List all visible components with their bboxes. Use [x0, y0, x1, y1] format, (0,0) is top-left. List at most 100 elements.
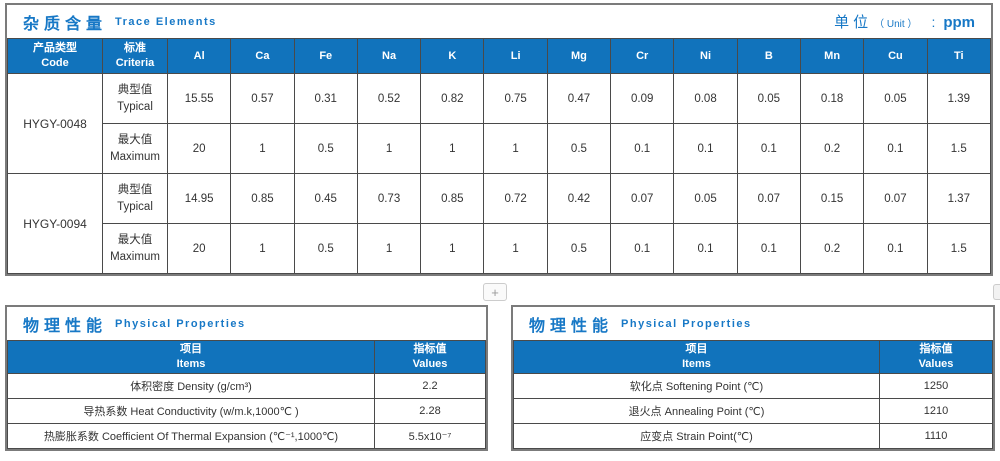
trace-header-row: 产品类型 Code 标准 Criteria Al Ca Fe Na K Li M…	[7, 38, 992, 74]
property-item: 应变点 Strain Point(℃)	[513, 423, 880, 449]
physical-properties-right-section: 物理性能 Physical Properties 项目 Items 指标值 Va…	[511, 305, 995, 451]
trace-value: 0.5	[293, 223, 358, 274]
trace-value: 0.85	[420, 173, 485, 224]
trace-value: 0.07	[610, 173, 675, 224]
col-header-element-al: Al	[166, 38, 232, 74]
col-header-items-en: Items	[682, 358, 711, 370]
trace-value: 1	[420, 223, 485, 274]
criteria-label-zh: 最大值	[117, 233, 153, 246]
add-section-button-partial[interactable]	[993, 284, 1000, 300]
col-header-element-li: Li	[483, 38, 548, 74]
trace-value: 0.31	[293, 73, 358, 124]
property-value: 2.28	[374, 398, 486, 424]
col-header-element-cu: Cu	[863, 38, 928, 74]
col-header-criteria: 标准 Criteria	[102, 38, 168, 74]
trace-value: 0.07	[736, 173, 801, 224]
col-header-items: 项目 Items	[513, 340, 880, 374]
property-item: 体积密度 Density (g/cm³)	[7, 373, 375, 399]
property-value: 1210	[879, 398, 993, 424]
physical-right-title-zh: 物理性能	[529, 317, 614, 335]
table-row: 退火点 Annealing Point (℃) 1210	[513, 398, 993, 424]
physical-right-header: 物理性能 Physical Properties	[513, 307, 993, 340]
physical-right-table: 项目 Items 指标值 Values 软化点 Softening Point …	[513, 340, 993, 449]
trace-value: 0.42	[546, 173, 612, 224]
trace-value: 15.55	[166, 73, 232, 124]
trace-value: 0.07	[863, 173, 928, 224]
physical-left-title-zh: 物理性能	[23, 317, 108, 335]
col-header-criteria-zh: 标准	[124, 41, 146, 54]
col-header-element-ti: Ti	[926, 38, 992, 74]
unit-separator: :	[931, 14, 936, 30]
criteria-label: 最大值 Maximum	[102, 223, 168, 274]
table-row: 软化点 Softening Point (℃) 1250	[513, 373, 993, 399]
col-header-element-k: K	[420, 38, 485, 74]
plus-icon: +	[491, 284, 499, 300]
trace-value: 20	[166, 123, 232, 174]
property-value: 1110	[879, 423, 993, 449]
trace-value: 0.08	[673, 73, 738, 124]
trace-section-header: 杂质含量 Trace Elements 单位 （ Unit ） : ppm	[7, 5, 991, 38]
criteria-label: 典型值 Typical	[102, 73, 168, 124]
property-item: 退火点 Annealing Point (℃)	[513, 398, 880, 424]
trace-value: 0.5	[546, 123, 612, 174]
trace-value: 0.47	[546, 73, 612, 124]
trace-elements-section: 杂质含量 Trace Elements 单位 （ Unit ） : ppm 产品…	[5, 3, 993, 276]
trace-value: 0.09	[610, 73, 675, 124]
trace-value: 0.5	[546, 223, 612, 274]
col-header-code-en: Code	[41, 57, 69, 69]
unit-label-en: （ Unit ）	[874, 19, 918, 30]
trace-value: 0.05	[863, 73, 928, 124]
trace-value: 1.37	[926, 173, 992, 224]
criteria-label: 典型值 Typical	[102, 173, 168, 224]
trace-value: 0.05	[673, 173, 738, 224]
criteria-label-en: Maximum	[110, 250, 160, 263]
col-header-code-zh: 产品类型	[33, 41, 77, 54]
criteria-label-zh: 最大值	[117, 133, 153, 146]
trace-value: 0.18	[799, 73, 865, 124]
property-value: 1250	[879, 373, 993, 399]
physical-left-header-row: 项目 Items 指标值 Values	[7, 340, 486, 374]
unit-value: ppm	[943, 14, 975, 31]
trace-value: 0.1	[673, 123, 738, 174]
trace-value: 0.57	[230, 73, 295, 124]
trace-value: 20	[166, 223, 232, 274]
trace-value: 0.1	[673, 223, 738, 274]
col-header-items-zh: 项目	[180, 342, 202, 355]
col-header-items: 项目 Items	[7, 340, 375, 374]
property-item: 软化点 Softening Point (℃)	[513, 373, 880, 399]
trace-value: 1	[356, 223, 422, 274]
trace-value: 0.1	[736, 123, 801, 174]
criteria-label-zh: 典型值	[117, 83, 153, 96]
col-header-values-en: Values	[918, 358, 954, 370]
table-row: 最大值 Maximum 20 1 0.5 1 1 1 0.5 0.1 0.1 0…	[8, 223, 992, 274]
trace-value: 1.39	[926, 73, 992, 124]
add-section-button[interactable]: +	[483, 283, 507, 301]
trace-value: 0.15	[799, 173, 865, 224]
criteria-label-en: Maximum	[110, 150, 160, 163]
property-value: 5.5x10⁻⁷	[374, 423, 486, 449]
trace-value: 0.72	[483, 173, 548, 224]
trace-value: 0.2	[799, 123, 865, 174]
col-header-element-mn: Mn	[799, 38, 865, 74]
col-header-values-en: Values	[412, 358, 448, 370]
trace-value: 0.5	[293, 123, 358, 174]
col-header-criteria-en: Criteria	[115, 57, 155, 69]
criteria-label: 最大值 Maximum	[102, 123, 168, 174]
trace-elements-table: 产品类型 Code 标准 Criteria Al Ca Fe Na K Li M…	[7, 38, 992, 274]
physical-left-table: 项目 Items 指标值 Values 体积密度 Density (g/cm³)…	[7, 340, 486, 449]
trace-value: 0.85	[230, 173, 295, 224]
table-row: 应变点 Strain Point(℃) 1110	[513, 423, 993, 449]
col-header-values: 指标值 Values	[374, 340, 486, 374]
physical-right-header-row: 项目 Items 指标值 Values	[513, 340, 993, 374]
trace-value: 0.1	[863, 123, 928, 174]
col-header-element-na: Na	[356, 38, 422, 74]
physical-right-title-en: Physical Properties	[621, 317, 752, 330]
table-row: 最大值 Maximum 20 1 0.5 1 1 1 0.5 0.1 0.1 0…	[8, 123, 992, 174]
trace-value: 1	[483, 123, 548, 174]
criteria-label-zh: 典型值	[117, 183, 153, 196]
col-header-values: 指标值 Values	[879, 340, 993, 374]
product-code: HYGY-0048	[7, 73, 103, 174]
col-header-items-zh: 项目	[685, 342, 708, 355]
trace-value: 0.1	[610, 123, 675, 174]
trace-value: 0.45	[293, 173, 358, 224]
